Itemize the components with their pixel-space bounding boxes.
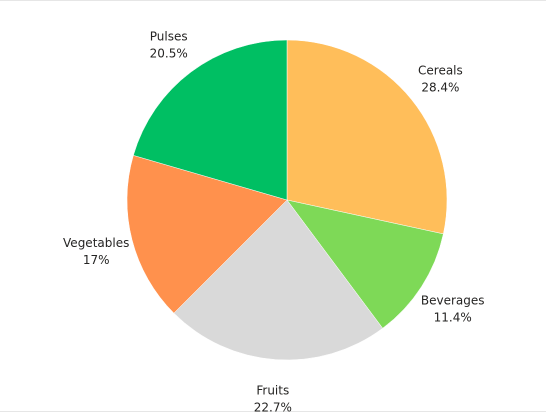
slice-percent-vegetables: 17% <box>83 253 110 267</box>
slice-percent-pulses: 20.5% <box>150 47 188 61</box>
slice-label-vegetables: Vegetables <box>63 236 129 250</box>
slice-percent-fruits: 22.7% <box>254 401 292 413</box>
slice-percent-beverages: 11.4% <box>434 311 472 325</box>
slice-label-fruits: Fruits <box>256 384 289 398</box>
slice-label-cereals: Cereals <box>418 63 463 77</box>
slice-percent-cereals: 28.4% <box>421 80 459 94</box>
pie-slices <box>127 40 447 360</box>
slice-label-pulses: Pulses <box>150 30 188 44</box>
slice-label-beverages: Beverages <box>421 294 485 308</box>
